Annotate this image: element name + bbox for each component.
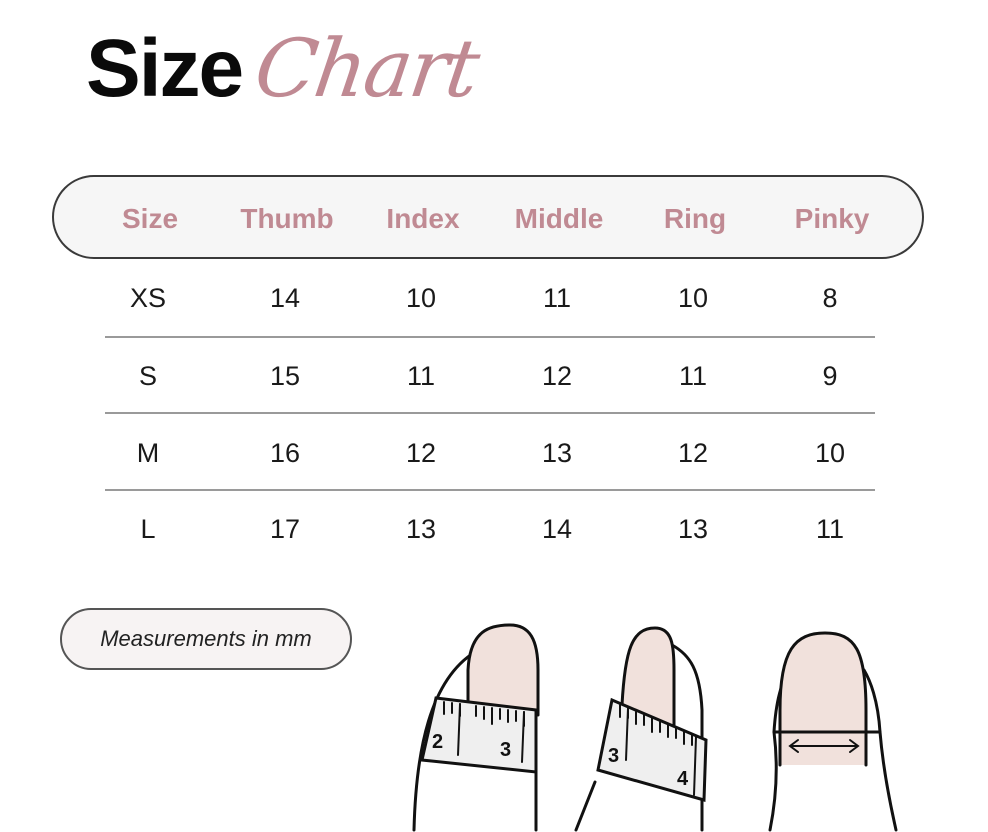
cell-index: 11 bbox=[406, 361, 436, 391]
page-title: Size Chart bbox=[86, 22, 483, 116]
table-row: XS 14 10 11 10 8 bbox=[0, 283, 988, 323]
title-bold: Size bbox=[86, 23, 244, 114]
finger-measurement-illustration: 2 3 3 4 bbox=[412, 623, 898, 832]
row-divider bbox=[105, 412, 875, 414]
row-divider bbox=[105, 336, 875, 338]
table-header: Size Thumb Index Middle Ring Pinky bbox=[52, 175, 924, 259]
cell-index: 13 bbox=[405, 514, 437, 544]
ruler-number: 4 bbox=[677, 768, 689, 790]
cell-size: M bbox=[136, 438, 160, 468]
cell-middle: 11 bbox=[542, 283, 572, 313]
cell-middle: 13 bbox=[541, 438, 573, 468]
cell-pinky: 8 bbox=[822, 283, 838, 313]
cell-size: L bbox=[140, 514, 156, 544]
cell-middle: 12 bbox=[541, 361, 573, 391]
index-drawing-icon: 3 4 bbox=[574, 626, 708, 832]
thumb-drawing-icon: 2 3 bbox=[412, 623, 540, 832]
cell-pinky: 10 bbox=[814, 438, 846, 468]
header-size: Size bbox=[121, 203, 179, 234]
row-divider bbox=[105, 489, 875, 491]
header-index: Index bbox=[386, 203, 460, 234]
measurement-unit-note: Measurements in mm bbox=[60, 608, 352, 670]
header-thumb: Thumb bbox=[240, 203, 334, 234]
table-row: M 16 12 13 12 10 bbox=[0, 438, 988, 478]
cell-ring: 11 bbox=[678, 361, 708, 391]
cell-pinky: 9 bbox=[822, 361, 838, 391]
cell-ring: 13 bbox=[677, 514, 709, 544]
cell-index: 12 bbox=[405, 438, 437, 468]
cell-middle: 14 bbox=[541, 514, 573, 544]
header-ring: Ring bbox=[663, 203, 727, 234]
cell-size: XS bbox=[129, 283, 167, 313]
ruler-number: 2 bbox=[432, 731, 443, 753]
cell-size: S bbox=[138, 361, 157, 391]
header-middle: Middle bbox=[514, 203, 604, 234]
cell-index: 10 bbox=[405, 283, 437, 313]
title-script: Chart bbox=[249, 22, 484, 115]
ruler-number: 3 bbox=[500, 739, 511, 761]
ruler-number: 3 bbox=[608, 745, 619, 767]
header-pinky: Pinky bbox=[794, 203, 870, 234]
cell-thumb: 17 bbox=[269, 514, 301, 544]
table-row: S 15 11 12 11 9 bbox=[0, 361, 988, 401]
cell-ring: 12 bbox=[677, 438, 709, 468]
table-row: L 17 13 14 13 11 bbox=[0, 514, 988, 554]
cell-thumb: 16 bbox=[269, 438, 301, 468]
cell-thumb: 15 bbox=[269, 361, 301, 391]
cell-pinky: 11 bbox=[815, 514, 845, 544]
cell-ring: 10 bbox=[677, 283, 709, 313]
nail-width-drawing-icon bbox=[768, 631, 898, 832]
cell-thumb: 14 bbox=[269, 283, 301, 313]
